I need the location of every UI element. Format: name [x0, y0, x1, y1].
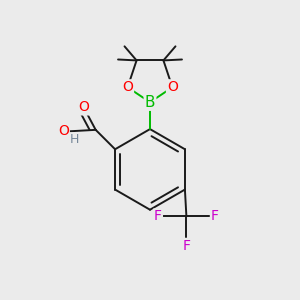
Text: O: O	[167, 80, 178, 94]
Text: F: F	[154, 209, 162, 224]
Text: O: O	[58, 124, 69, 138]
Text: F: F	[182, 239, 190, 253]
Text: O: O	[122, 80, 133, 94]
Text: F: F	[211, 209, 219, 224]
Text: O: O	[78, 100, 89, 114]
Text: B: B	[145, 95, 155, 110]
Text: H: H	[70, 133, 79, 146]
